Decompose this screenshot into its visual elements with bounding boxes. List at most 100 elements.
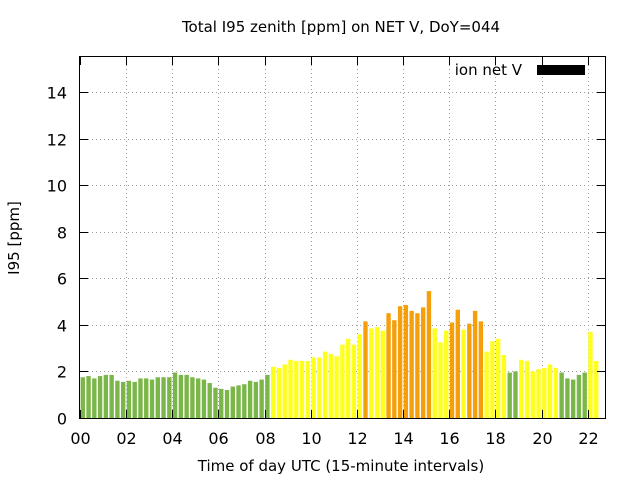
legend-label: ion net V	[455, 61, 523, 79]
bar	[317, 357, 322, 418]
bar	[311, 357, 316, 418]
legend: ion net V	[455, 61, 585, 79]
bar	[351, 344, 357, 418]
bar	[149, 379, 155, 418]
x-tick-label: 12	[347, 429, 367, 448]
bar	[524, 360, 530, 418]
bar	[444, 330, 449, 418]
bar	[415, 313, 420, 418]
bar	[449, 322, 455, 418]
bar	[213, 387, 218, 418]
x-tick-label: 00	[70, 429, 90, 448]
x-tick-label: 18	[485, 429, 505, 448]
chart-title: Total I95 zenith [ppm] on NET V, DoY=044	[181, 18, 500, 36]
bar	[501, 355, 507, 418]
bar	[253, 381, 259, 418]
bar	[547, 364, 553, 418]
bar	[392, 320, 397, 418]
bar	[553, 367, 559, 418]
bar	[126, 380, 132, 418]
bar	[409, 310, 414, 418]
bar	[219, 388, 224, 418]
bar	[224, 390, 230, 418]
bar	[80, 377, 85, 418]
bar	[103, 374, 109, 418]
y-tick-label: 14	[47, 84, 67, 103]
x-tick-label: 04	[162, 429, 182, 448]
bar	[230, 386, 235, 418]
bar	[97, 376, 103, 418]
x-tick-label: 08	[255, 429, 275, 448]
bar	[363, 321, 368, 418]
bar	[132, 381, 137, 418]
y-tick-label: 0	[57, 410, 67, 429]
bar	[167, 377, 172, 418]
bar	[495, 338, 501, 418]
bar	[513, 371, 518, 418]
bar	[565, 378, 570, 418]
bar	[190, 377, 195, 418]
bar	[386, 313, 391, 418]
bar	[588, 331, 593, 418]
x-tick-label: 10	[301, 429, 321, 448]
bar	[288, 359, 293, 418]
bar	[265, 374, 270, 418]
bar	[270, 366, 276, 418]
bar	[403, 305, 409, 418]
bar	[484, 351, 489, 418]
y-axis-label: I95 [ppm]	[5, 201, 23, 275]
plot-frame	[79, 56, 606, 419]
bar	[507, 372, 512, 418]
bar	[120, 381, 126, 418]
bar	[461, 329, 466, 418]
bar	[144, 378, 149, 418]
bar	[195, 378, 201, 418]
bar	[299, 360, 305, 418]
x-tick-label: 02	[116, 429, 136, 448]
y-tick-label: 10	[47, 177, 67, 196]
x-axis-label: Time of day UTC (15-minute intervals)	[197, 457, 484, 475]
bar	[536, 369, 541, 418]
bar	[207, 383, 212, 418]
y-tick-label: 6	[57, 270, 67, 289]
bar	[542, 367, 547, 418]
y-tick-label: 8	[57, 224, 67, 243]
y-tick-label: 2	[57, 363, 67, 382]
bar	[490, 341, 495, 418]
bar	[438, 342, 443, 418]
bar	[322, 351, 328, 418]
bar	[420, 307, 426, 418]
bar	[184, 374, 189, 418]
x-tick-label: 06	[208, 429, 228, 448]
bar	[247, 380, 253, 418]
bar	[594, 360, 599, 418]
bar	[115, 380, 120, 418]
bar	[432, 328, 437, 418]
y-tick-label: 12	[47, 131, 67, 150]
y-tick-label: 4	[57, 317, 67, 336]
bar	[282, 364, 287, 418]
bar	[369, 328, 374, 418]
x-tick-label: 14	[393, 429, 413, 448]
bar	[236, 385, 241, 418]
bar	[294, 360, 299, 418]
bar	[276, 367, 282, 418]
bar	[559, 372, 564, 418]
x-tick-label: 22	[578, 429, 598, 448]
x-tick-label: 16	[439, 429, 459, 448]
bar	[357, 334, 362, 418]
bar	[86, 376, 91, 418]
bar	[172, 372, 178, 418]
bar	[519, 359, 524, 418]
bar	[374, 327, 380, 418]
bar	[582, 372, 587, 418]
bar	[334, 356, 339, 418]
bar	[259, 379, 264, 418]
bar	[201, 379, 207, 418]
bar	[472, 310, 478, 418]
bar	[109, 374, 114, 418]
bar	[380, 330, 385, 418]
bar	[178, 374, 184, 418]
bar	[478, 321, 484, 418]
